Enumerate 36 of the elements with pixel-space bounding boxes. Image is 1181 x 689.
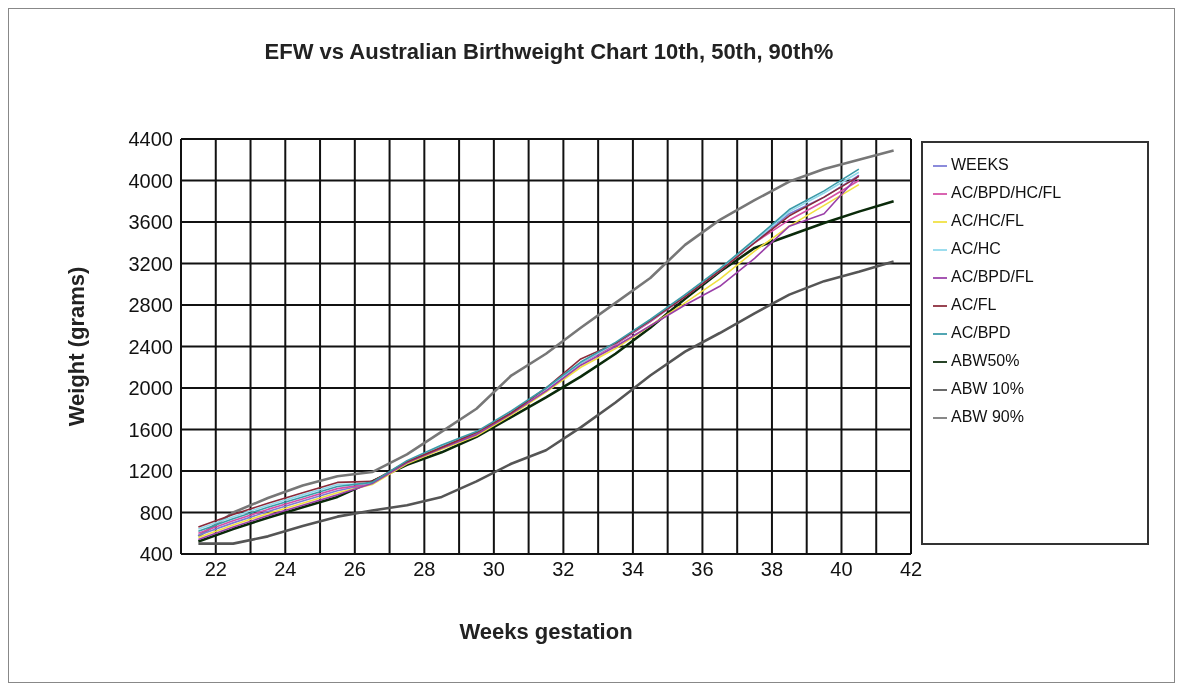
y-tick-label: 2800	[128, 294, 173, 317]
x-tick-label: 38	[760, 558, 784, 581]
y-tick-label: 2400	[128, 335, 173, 358]
x-tick-label: 26	[343, 558, 366, 581]
y-tick-label: 400	[139, 543, 173, 566]
x-tick-label: 24	[274, 558, 297, 581]
legend-label: AC/FL	[951, 296, 997, 313]
x-tick-label: 36	[691, 558, 714, 581]
x-tick-label: 40	[830, 558, 853, 581]
x-tick-label: 22	[204, 558, 227, 581]
y-tick-label: 3200	[128, 252, 173, 275]
x-tick-label: 28	[413, 558, 436, 581]
y-tick-label: 4400	[128, 128, 173, 151]
x-axis-title: Weeks gestation	[459, 619, 633, 644]
x-tick-label: 34	[621, 558, 645, 581]
legend-label: ABW50%	[951, 352, 1020, 369]
x-tick-label: 30	[482, 558, 505, 581]
legend-label: ABW 10%	[951, 380, 1024, 397]
y-tick-label: 3600	[128, 211, 173, 234]
y-axis-title: Weight (grams)	[63, 266, 89, 427]
x-tick-label: 42	[899, 558, 923, 581]
legend-label: WEEKS	[951, 156, 1009, 173]
chart-title: EFW vs Australian Birthweight Chart 10th, 50th, 90th%	[263, 39, 835, 65]
y-tick-label: 1200	[128, 460, 173, 483]
y-tick-label: 2000	[128, 377, 173, 400]
legend-label: AC/BPD	[951, 324, 1011, 341]
line-series	[197, 260, 895, 545]
legend-label: AC/BPD/FL	[951, 268, 1034, 285]
y-tick-label: 1600	[128, 418, 173, 441]
legend-label: ABW 90%	[951, 408, 1024, 425]
y-tick-label: 4000	[128, 169, 173, 192]
x-tick-label: 32	[552, 558, 575, 581]
legend-label: AC/HC/FL	[951, 212, 1024, 229]
legend-label: AC/BPD/HC/FL	[951, 184, 1062, 201]
y-tick-label: 800	[139, 501, 173, 524]
legend-label: AC/HC	[951, 240, 1001, 257]
